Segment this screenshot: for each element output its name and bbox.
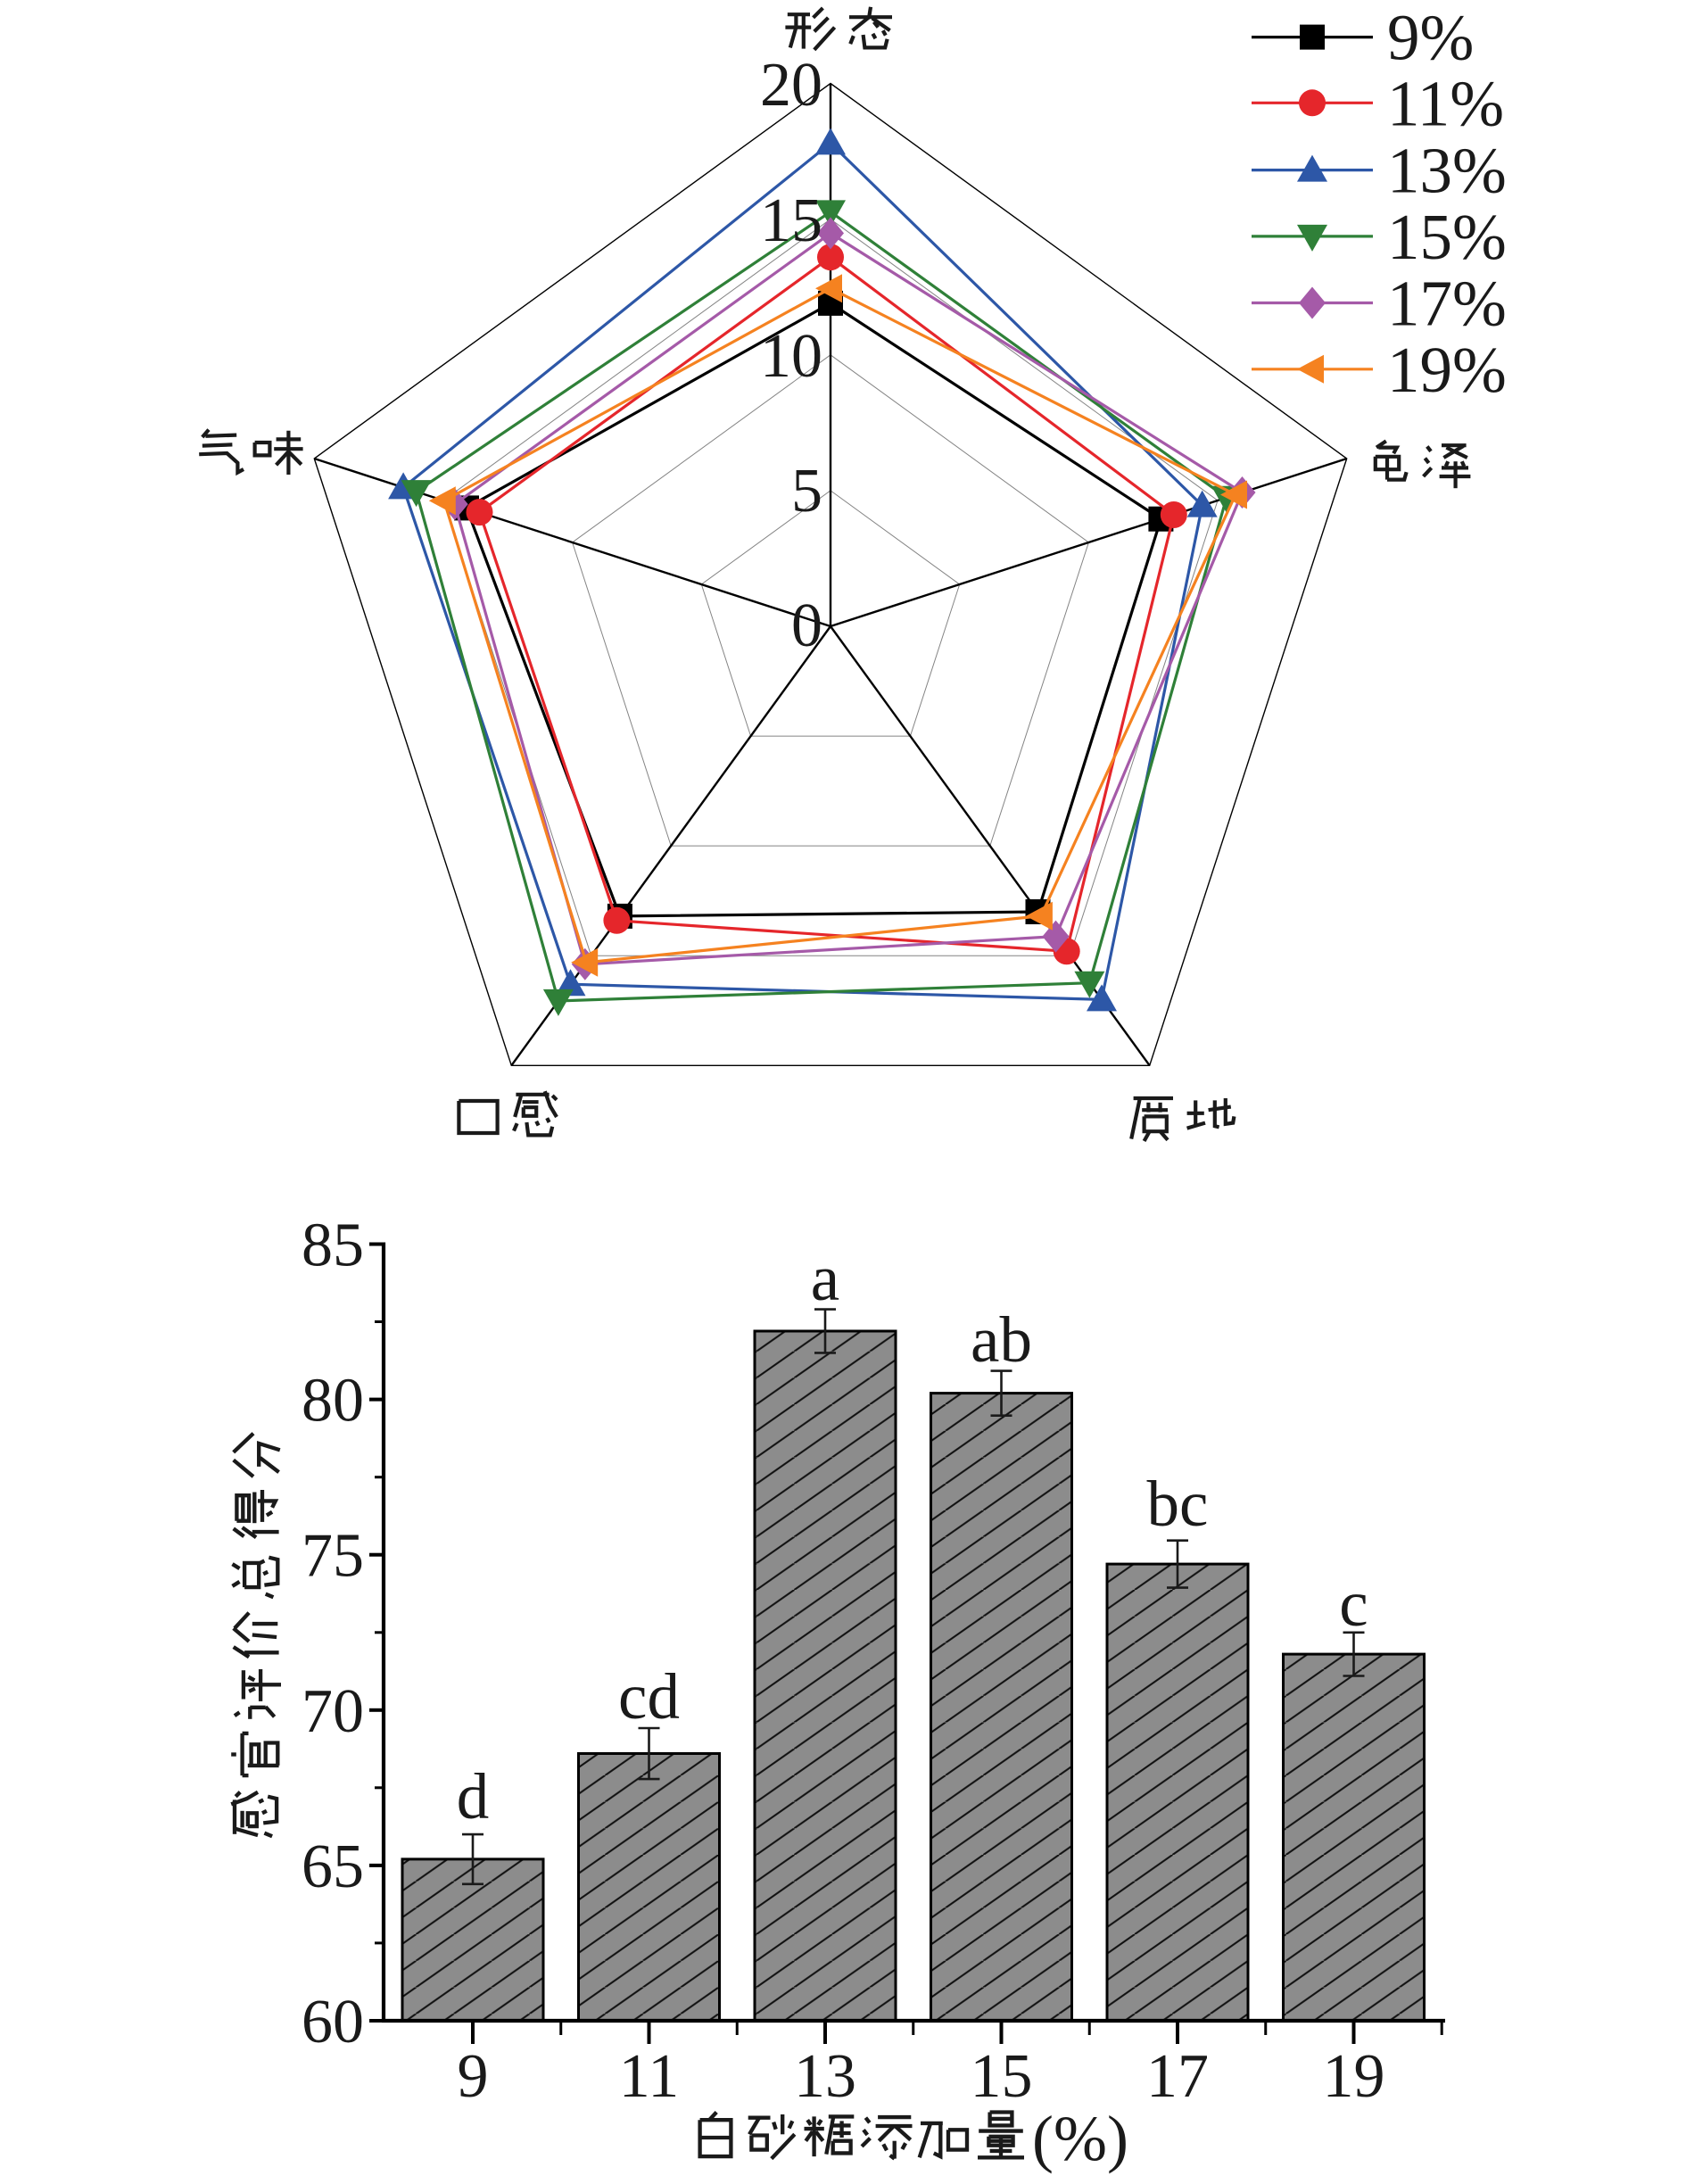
svg-text:c: c — [1339, 1568, 1368, 1640]
svg-text:17%: 17% — [1387, 268, 1507, 340]
svg-text:ab: ab — [971, 1303, 1032, 1376]
svg-text:10: 10 — [760, 322, 822, 391]
svg-text:19%: 19% — [1387, 334, 1507, 406]
svg-text:0: 0 — [791, 592, 822, 660]
svg-text:15%: 15% — [1387, 201, 1507, 273]
svg-text:13%: 13% — [1387, 135, 1507, 207]
svg-text:11: 11 — [619, 2042, 679, 2111]
svg-text:70: 70 — [302, 1677, 364, 1746]
svg-text:9%: 9% — [1387, 2, 1474, 74]
svg-text:cd: cd — [618, 1660, 680, 1733]
svg-text:65: 65 — [302, 1832, 364, 1901]
svg-text:60: 60 — [302, 1988, 364, 2056]
svg-text:9: 9 — [458, 2042, 489, 2111]
svg-text:5: 5 — [791, 457, 822, 525]
svg-text:19: 19 — [1323, 2042, 1385, 2111]
svg-text:d: d — [457, 1760, 490, 1832]
svg-text:15: 15 — [971, 2042, 1033, 2111]
svg-text:15: 15 — [760, 186, 822, 255]
svg-text:11%: 11% — [1387, 67, 1504, 139]
svg-text:(%): (%) — [1032, 2103, 1128, 2174]
svg-text:a: a — [811, 1242, 839, 1314]
svg-text:85: 85 — [302, 1212, 364, 1280]
svg-text:80: 80 — [302, 1367, 364, 1435]
svg-text:13: 13 — [794, 2042, 856, 2111]
svg-text:20: 20 — [760, 51, 822, 120]
svg-text:bc: bc — [1147, 1468, 1209, 1540]
svg-text:75: 75 — [302, 1522, 364, 1591]
svg-text:17: 17 — [1146, 2042, 1209, 2111]
